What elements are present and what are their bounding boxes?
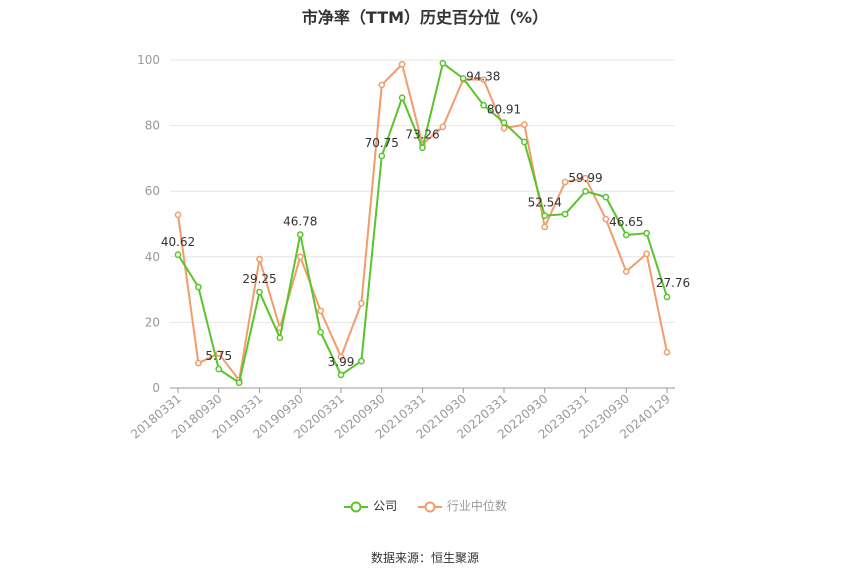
- series-line-company: [177, 62, 668, 384]
- y-tick-label: 80: [145, 119, 160, 133]
- data-point-company[interactable]: [215, 365, 223, 373]
- data-point-industry-median[interactable]: [296, 253, 304, 261]
- legend-company-label: 公司: [373, 499, 398, 513]
- data-point-company[interactable]: [235, 379, 243, 387]
- data-point-company[interactable]: [419, 144, 426, 152]
- data-label: 80.91: [487, 103, 521, 117]
- data-point-industry-median[interactable]: [317, 307, 324, 315]
- data-point-company[interactable]: [541, 212, 549, 220]
- data-point-company[interactable]: [459, 75, 467, 82]
- legend-industry-label: 行业中位数: [446, 499, 507, 513]
- y-tick-label: 60: [145, 184, 160, 198]
- data-point-industry-median[interactable]: [215, 350, 223, 357]
- data-point-industry-median[interactable]: [602, 215, 610, 223]
- data-label: 27.76: [656, 276, 690, 290]
- data-point-company[interactable]: [358, 357, 365, 365]
- data-point-company[interactable]: [480, 101, 487, 109]
- data-point-industry-median[interactable]: [378, 81, 386, 89]
- data-point-industry-median[interactable]: [358, 300, 365, 307]
- data-point-industry-median[interactable]: [398, 60, 406, 68]
- data-point-company[interactable]: [317, 328, 324, 336]
- data-label: 94.38: [466, 69, 500, 83]
- data-point-company[interactable]: [622, 231, 630, 239]
- chart-title: 市净率（TTM）历史百分位（%）: [301, 8, 549, 27]
- data-point-company[interactable]: [663, 293, 671, 301]
- y-tick-label: 40: [145, 250, 160, 264]
- legend-item-company[interactable]: 公司: [343, 497, 397, 514]
- data-label: 52.54: [528, 196, 562, 210]
- data-point-company[interactable]: [521, 138, 528, 146]
- y-tick-label: 100: [137, 53, 160, 67]
- y-tick-label: 0: [152, 381, 160, 395]
- data-point-industry-median[interactable]: [439, 123, 447, 131]
- data-point-company[interactable]: [276, 334, 284, 342]
- data-point-company[interactable]: [174, 251, 182, 259]
- data-point-company[interactable]: [296, 231, 304, 238]
- data-point-company[interactable]: [602, 193, 610, 201]
- data-point-company[interactable]: [500, 119, 508, 126]
- data-label: 59.99: [568, 171, 602, 185]
- y-tick-label: 20: [145, 315, 160, 329]
- data-label: 46.78: [283, 215, 317, 229]
- data-label: 73.26: [405, 128, 439, 142]
- data-label: 5.75: [205, 349, 232, 363]
- legend: 公司 行业中位数: [0, 497, 850, 514]
- legend-industry-marker-icon: [417, 501, 442, 512]
- data-source: 数据来源：恒生聚源: [370, 551, 479, 565]
- series-layer: [174, 59, 671, 387]
- data-label-layer: 40.62 5.75 29.25 46.78 3.99 70.75 73.26 94.38 80…: [161, 69, 690, 368]
- data-point-company[interactable]: [378, 152, 386, 160]
- data-label: 46.65: [609, 215, 643, 229]
- data-point-industry-median[interactable]: [195, 359, 202, 367]
- data-point-company[interactable]: [337, 371, 345, 379]
- legend-item-industry-median[interactable]: 行业中位数: [417, 497, 507, 514]
- data-point-industry-median[interactable]: [480, 76, 487, 84]
- data-point-company[interactable]: [561, 210, 569, 218]
- data-label: 3.99: [328, 355, 355, 369]
- data-label: 40.62: [161, 235, 195, 249]
- data-point-industry-median[interactable]: [582, 174, 589, 182]
- data-label: 70.75: [365, 136, 399, 150]
- legend-company-marker-icon: [344, 501, 369, 512]
- data-point-industry-median[interactable]: [622, 268, 630, 275]
- data-point-company[interactable]: [643, 229, 650, 237]
- data-label: 29.25: [242, 272, 276, 286]
- data-point-industry-median[interactable]: [337, 353, 345, 361]
- grid-layer: [170, 59, 675, 323]
- data-point-company[interactable]: [195, 283, 202, 291]
- axis-layer: 0204060801002018033120180930201903312019…: [128, 53, 675, 442]
- data-point-industry-median[interactable]: [500, 124, 508, 132]
- data-point-company[interactable]: [398, 94, 406, 102]
- data-point-industry-median[interactable]: [561, 178, 569, 186]
- data-point-company[interactable]: [582, 187, 589, 195]
- data-point-industry-median[interactable]: [174, 211, 182, 219]
- data-point-industry-median[interactable]: [643, 250, 650, 258]
- data-point-industry-median[interactable]: [541, 223, 549, 231]
- data-point-company[interactable]: [439, 59, 447, 67]
- data-point-industry-median[interactable]: [521, 121, 528, 128]
- data-point-company[interactable]: [256, 288, 263, 296]
- data-point-industry-median[interactable]: [256, 255, 263, 263]
- data-point-industry-median[interactable]: [663, 348, 671, 356]
